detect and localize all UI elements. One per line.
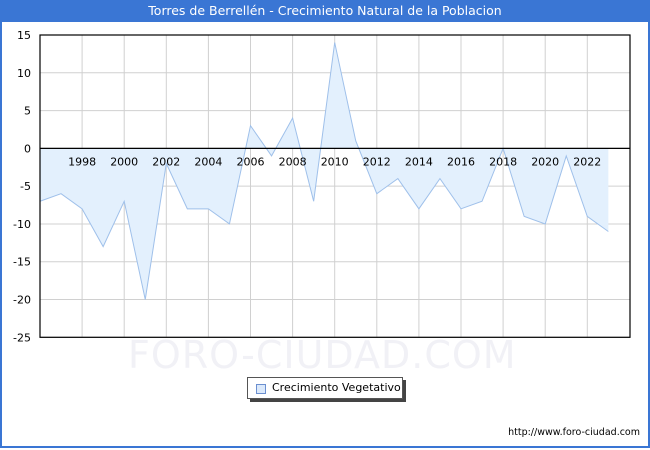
y-tick-label: 15 (17, 29, 31, 42)
x-tick-label: 2014 (405, 155, 433, 168)
series-line (39, 42, 609, 300)
y-tick-label: 10 (17, 67, 31, 80)
legend-label: Crecimiento Vegetativo (272, 381, 401, 394)
area-fill (40, 42, 609, 300)
x-tick-label: 2008 (279, 155, 307, 168)
y-tick-label: -5 (20, 180, 31, 193)
x-tick-label: 1998 (68, 155, 96, 168)
y-tick-label: 0 (24, 142, 31, 155)
x-tick-label: 2002 (152, 155, 180, 168)
y-tick-label: -25 (13, 331, 31, 344)
x-tick-label: 2010 (321, 155, 349, 168)
x-tick-label: 2016 (447, 155, 475, 168)
x-tick-label: 2004 (194, 155, 222, 168)
y-tick-label: -10 (13, 218, 31, 231)
y-tick-label: -20 (13, 294, 31, 307)
legend: Crecimiento Vegetativo (247, 377, 403, 399)
x-tick-label: 2020 (531, 155, 559, 168)
x-tick-label: 2022 (573, 155, 601, 168)
y-tick-label: -15 (13, 256, 31, 269)
watermark: FORO-CIUDAD.COM (128, 333, 517, 377)
x-tick-label: 2012 (363, 155, 391, 168)
legend-swatch-icon (256, 384, 266, 394)
y-tick-label: 5 (24, 105, 31, 118)
source-url: http://www.foro-ciudad.com (508, 427, 640, 438)
x-tick-label: 2018 (489, 155, 517, 168)
chart-title: Torres de Berrellén - Crecimiento Natura… (0, 0, 650, 22)
plot-border (39, 34, 631, 338)
x-tick-label: 2000 (110, 155, 138, 168)
x-tick-label: 2006 (237, 155, 265, 168)
